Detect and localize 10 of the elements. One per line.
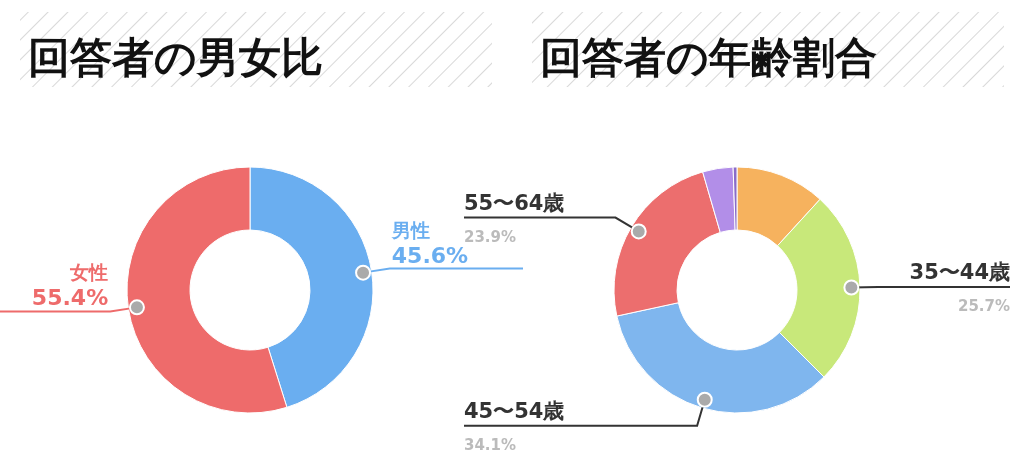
data-label: 25.7% bbox=[957, 296, 1010, 315]
slice-label: 55〜64歳 bbox=[464, 190, 565, 215]
data-label: 55.4% bbox=[31, 285, 109, 311]
slice-label: 35〜44歳 bbox=[909, 259, 1010, 284]
chart-title: 回答者の男女比 bbox=[28, 33, 323, 82]
chart-title: 回答者の年齢割合 bbox=[540, 33, 877, 82]
data-label: 34.1% bbox=[464, 435, 517, 454]
slice-label: 45〜54歳 bbox=[464, 398, 565, 423]
slice-label: 男性 bbox=[390, 218, 430, 241]
slice-label: 女性 bbox=[69, 261, 109, 284]
